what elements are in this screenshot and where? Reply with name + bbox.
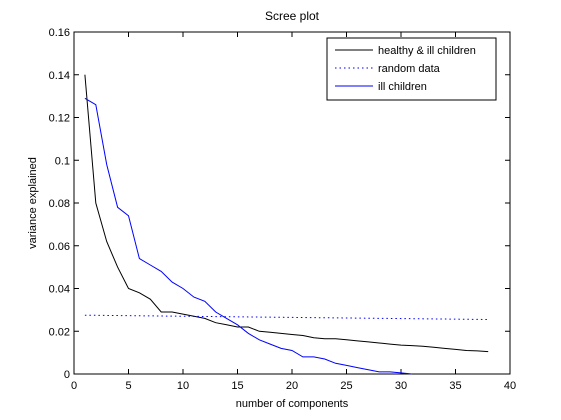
legend-label: random data (378, 63, 441, 75)
x-tick-label: 20 (286, 380, 298, 392)
y-tick-label: 0.08 (49, 198, 70, 210)
x-tick-label: 15 (231, 380, 243, 392)
series-line-1 (84, 314, 489, 320)
legend-label: ill children (378, 81, 427, 93)
y-tick-label: 0.04 (49, 284, 70, 296)
x-tick-label: 10 (177, 380, 189, 392)
y-axis-label: variance explained (27, 157, 39, 249)
x-axis-label: number of components (236, 398, 349, 410)
legend: healthy & ill children random data ill chi… (326, 37, 497, 101)
chart-title: Scree plot (265, 9, 320, 23)
x-tick-label: 40 (504, 380, 516, 392)
x-tick-label: 30 (395, 380, 407, 392)
plot-area: 0 5 10 15 20 25 30 35 40 0 0.02 0.04 0.06 0.08 0.1 0.12… (49, 27, 517, 392)
y-tick-label: 0.02 (49, 326, 70, 338)
x-tick-label: 0 (71, 380, 77, 392)
y-tick-label: 0 (64, 369, 70, 381)
y-tick-label: 0.16 (49, 27, 70, 39)
y-tick-label: 0.14 (49, 70, 70, 82)
x-tick-label: 35 (449, 380, 461, 392)
x-tick-label: 5 (125, 380, 131, 392)
legend-label: healthy & ill children (378, 45, 476, 57)
series-line-2 (84, 97, 412, 375)
y-tick-label: 0.12 (49, 113, 70, 125)
series-line-0 (84, 74, 489, 353)
y-tick-label: 0.1 (55, 155, 70, 167)
legend-box (326, 37, 497, 101)
y-tick-label: 0.06 (49, 241, 70, 253)
x-tick-label: 25 (340, 380, 352, 392)
